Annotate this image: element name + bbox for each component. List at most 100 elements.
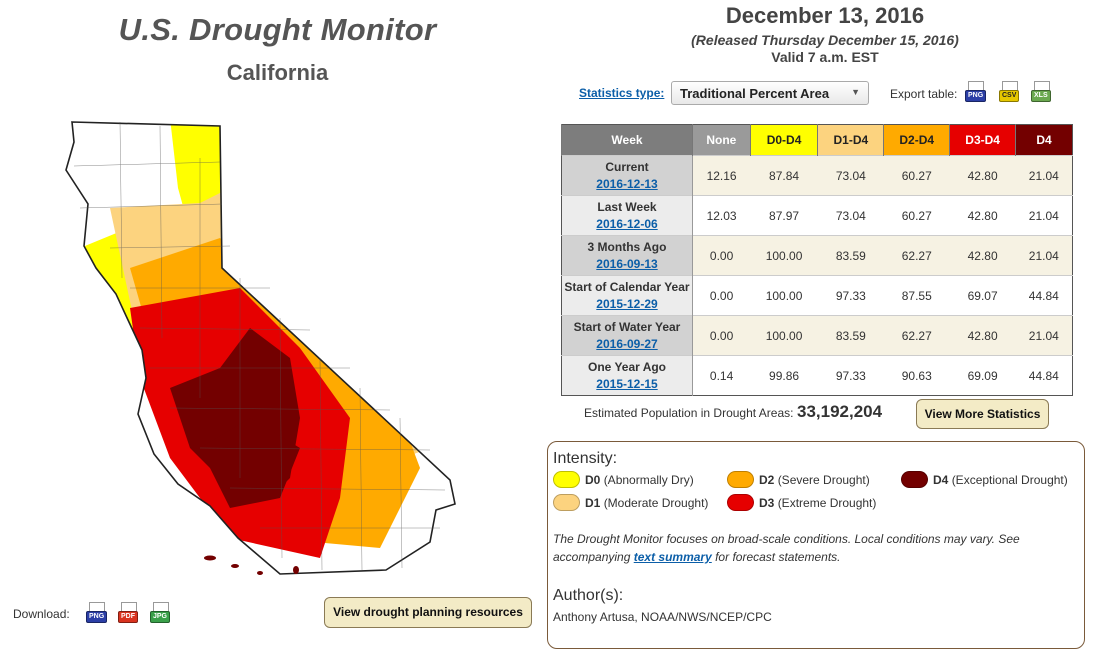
header-d0-d4: D0-D4 — [749, 124, 818, 156]
legend-item-d2: D2 (Severe Drought) — [759, 473, 870, 487]
map-date: December 13, 2016 — [725, 3, 925, 28]
value-d4: 21.04 — [1015, 195, 1073, 236]
value-d3-d4: 42.80 — [949, 155, 1016, 196]
week-date-link[interactable]: 2015-12-29 — [596, 296, 658, 311]
disclaimer-note: The Drought Monitor focuses on broad-sca… — [553, 530, 1053, 566]
export-table-label: Export table: — [890, 87, 958, 101]
dropdown-arrow-icon: ▼ — [851, 87, 860, 97]
value-d2-d4: 60.27 — [883, 195, 950, 236]
population-value: 33,192,204 — [797, 402, 883, 421]
legend-desc: (Abnormally Dry) — [603, 473, 694, 487]
download-png-icon[interactable]: PNG — [86, 602, 108, 626]
legend-item-d1: D1 (Moderate Drought) — [585, 496, 708, 510]
legend-desc: (Severe Drought) — [777, 473, 870, 487]
value-d4: 44.84 — [1015, 275, 1073, 316]
valid-time: Valid 7 a.m. EST — [771, 49, 879, 65]
value-d4: 44.84 — [1015, 355, 1073, 396]
week-date-link[interactable]: 2015-12-15 — [596, 376, 658, 391]
value-d2-d4: 62.27 — [883, 235, 950, 276]
value-d2-d4: 62.27 — [883, 315, 950, 356]
legend-panel — [547, 441, 1085, 649]
value-d3-d4: 42.80 — [949, 315, 1016, 356]
value-none: 0.14 — [692, 355, 751, 396]
note-text: The Drought Monitor focuses on broad-sca… — [553, 532, 1020, 564]
week-cell: Last Week 2016-12-06 — [561, 195, 693, 236]
value-d0-d4: 99.86 — [750, 355, 818, 396]
week-label: Start of Calendar Year — [564, 279, 690, 294]
d3-swatch — [727, 494, 754, 511]
statistics-type-link[interactable]: Statistics type: — [579, 86, 665, 100]
value-d3-d4: 42.80 — [949, 235, 1016, 276]
week-cell: Start of Water Year 2016-09-27 — [561, 315, 693, 356]
value-none: 0.00 — [692, 235, 751, 276]
export-xls-icon[interactable]: XLS — [1031, 81, 1053, 105]
value-d4: 21.04 — [1015, 315, 1073, 356]
header-none: None — [692, 124, 751, 156]
download-jpg-icon[interactable]: JPG — [150, 602, 172, 626]
statistics-type-value: Traditional Percent Area — [680, 86, 830, 101]
authors-heading: Author(s): — [553, 587, 624, 604]
view-more-statistics-button[interactable]: View More Statistics — [916, 399, 1049, 429]
value-d1-d4: 73.04 — [817, 195, 884, 236]
export-png-icon[interactable]: PNG — [965, 81, 987, 105]
table-header-row: Week None D0-D4 D1-D4 D2-D4 D3-D4 D4 — [561, 124, 1073, 156]
download-pdf-icon[interactable]: PDF — [118, 602, 140, 626]
value-d1-d4: 83.59 — [817, 315, 884, 356]
week-date-link[interactable]: 2016-09-13 — [596, 256, 658, 271]
value-d4: 21.04 — [1015, 235, 1073, 276]
value-d0-d4: 87.97 — [750, 195, 818, 236]
value-d2-d4: 60.27 — [883, 155, 950, 196]
header-d3-d4: D3-D4 — [949, 124, 1016, 156]
table-row: Start of Water Year 2016-09-27 0.00 100.0… — [561, 315, 1073, 356]
value-d0-d4: 100.00 — [750, 235, 818, 276]
week-label: Last Week — [597, 199, 657, 214]
note-text-end: for forecast statements. — [711, 550, 841, 564]
week-cell: Start of Calendar Year 2015-12-29 — [561, 275, 693, 316]
view-drought-planning-button[interactable]: View drought planning resources — [324, 597, 532, 628]
legend-item-d4: D4 (Exceptional Drought) — [933, 473, 1068, 487]
population-label: Estimated Population in Drought Areas: — [584, 406, 794, 420]
region-title: California — [226, 60, 329, 85]
legend-desc: (Extreme Drought) — [777, 496, 877, 510]
table-row: Start of Calendar Year 2015-12-29 0.00 10… — [561, 275, 1073, 316]
table-row: Last Week 2016-12-06 12.03 87.97 73.04 60… — [561, 195, 1073, 236]
week-cell: One Year Ago 2015-12-15 — [561, 355, 693, 396]
california-drought-map — [65, 121, 456, 575]
d2-swatch — [727, 471, 754, 488]
value-d4: 21.04 — [1015, 155, 1073, 196]
text-summary-link[interactable]: text summary — [633, 550, 712, 564]
value-d1-d4: 73.04 — [817, 155, 884, 196]
value-d3-d4: 69.09 — [949, 355, 1016, 396]
intensity-heading: Intensity: — [553, 450, 618, 467]
release-date: (Released Thursday December 15, 2016) — [691, 32, 959, 48]
download-label: Download: — [13, 607, 70, 621]
week-date-link[interactable]: 2016-09-27 — [596, 336, 658, 351]
page-title: U.S. Drought Monitor — [118, 12, 437, 47]
value-d1-d4: 97.33 — [817, 275, 884, 316]
d0-swatch — [553, 471, 580, 488]
value-none: 0.00 — [692, 315, 751, 356]
drought-statistics-table: Week None D0-D4 D1-D4 D2-D4 D3-D4 D4 Cur… — [561, 124, 1073, 396]
week-date-link[interactable]: 2016-12-06 — [596, 216, 658, 231]
legend-item-d0: D0 (Abnormally Dry) — [585, 473, 694, 487]
legend-code: D0 — [585, 473, 601, 487]
value-none: 12.16 — [692, 155, 751, 196]
header-d4: D4 — [1015, 124, 1073, 156]
authors-names: Anthony Artusa, NOAA/NWS/NCEP/CPC — [553, 610, 772, 624]
table-row: Current 2016-12-13 12.16 87.84 73.04 60.2… — [561, 155, 1073, 196]
statistics-type-select[interactable]: Traditional Percent Area ▼ — [671, 81, 869, 105]
value-none: 12.03 — [692, 195, 751, 236]
value-d3-d4: 42.80 — [949, 195, 1016, 236]
legend-code: D1 — [585, 496, 601, 510]
value-d3-d4: 69.07 — [949, 275, 1016, 316]
week-label: 3 Months Ago — [587, 239, 667, 254]
week-date-link[interactable]: 2016-12-13 — [596, 176, 658, 191]
export-csv-icon[interactable]: CSV — [999, 81, 1021, 105]
week-label: Current — [605, 159, 649, 174]
d1-swatch — [553, 494, 580, 511]
week-cell: 3 Months Ago 2016-09-13 — [561, 235, 693, 276]
header-d1-d4: D1-D4 — [817, 124, 884, 156]
table-row: 3 Months Ago 2016-09-13 0.00 100.00 83.59… — [561, 235, 1073, 276]
value-d2-d4: 87.55 — [883, 275, 950, 316]
value-d1-d4: 83.59 — [817, 235, 884, 276]
